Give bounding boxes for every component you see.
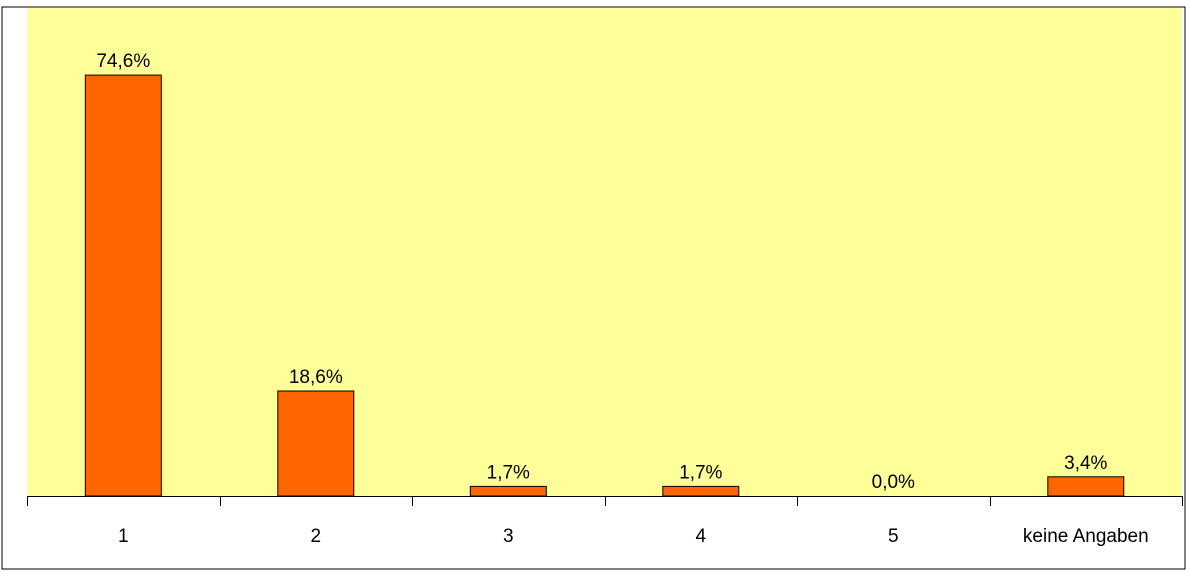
data-label-1: 74,6% xyxy=(96,51,150,72)
data-label-6: 3,4% xyxy=(1064,453,1107,474)
x-tick-label-3: 3 xyxy=(503,526,514,547)
data-label-5: 0,0% xyxy=(872,472,915,493)
bar-1 xyxy=(84,74,162,497)
x-tick-label-5: 5 xyxy=(888,526,899,547)
x-tick-label-2: 2 xyxy=(311,526,322,547)
bar-2 xyxy=(277,390,355,497)
bars-group xyxy=(84,74,1125,497)
bar-6 xyxy=(1047,476,1125,497)
x-tick-label-6: keine Angaben xyxy=(1023,526,1149,547)
data-label-4: 1,7% xyxy=(679,462,722,483)
plot-area xyxy=(27,8,1182,496)
bar-4 xyxy=(662,485,740,497)
x-ticks-group xyxy=(27,496,1183,506)
x-tick-label-1: 1 xyxy=(118,526,129,547)
x-tick-label-4: 4 xyxy=(696,526,707,547)
x-tick-labels-group: 1 2 3 4 5 keine Angaben xyxy=(118,526,1149,547)
data-label-3: 1,7% xyxy=(487,462,530,483)
data-labels-group: 74,6% 18,6% 1,7% 1,7% 0,0% 3,4% xyxy=(96,51,1107,493)
data-label-2: 18,6% xyxy=(289,367,343,388)
bar-3 xyxy=(469,485,547,497)
